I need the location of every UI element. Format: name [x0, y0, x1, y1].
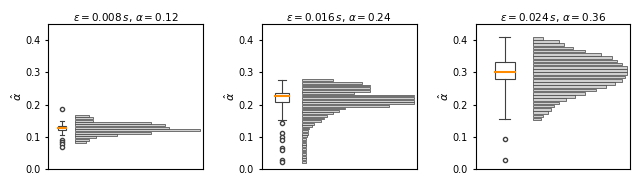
Y-axis label: $\hat{\alpha}$: $\hat{\alpha}$: [9, 92, 24, 101]
Bar: [75, 124, 165, 126]
Bar: [533, 40, 559, 43]
Title: $\varepsilon = 0.024\,s,\, \alpha = 0.36$: $\varepsilon = 0.024\,s,\, \alpha = 0.36…: [500, 11, 606, 24]
Bar: [75, 129, 200, 131]
Bar: [533, 102, 559, 104]
Bar: [302, 82, 362, 84]
Bar: [75, 127, 170, 129]
Bar: [302, 125, 312, 127]
Bar: [533, 118, 541, 120]
Bar: [302, 138, 306, 140]
Bar: [533, 98, 566, 101]
Bar: [75, 132, 151, 134]
Bar: [75, 115, 89, 117]
Bar: [302, 112, 333, 114]
Bar: [302, 118, 324, 119]
Bar: [302, 128, 310, 129]
Bar: [533, 85, 606, 88]
Bar: [533, 63, 622, 66]
Bar: [302, 153, 306, 155]
Bar: [533, 82, 614, 85]
Bar: [75, 136, 96, 138]
Bar: [302, 100, 413, 102]
Bar: [275, 93, 289, 102]
Bar: [533, 47, 573, 49]
Bar: [75, 134, 116, 136]
Bar: [533, 92, 586, 95]
Bar: [302, 141, 306, 142]
Bar: [533, 69, 627, 72]
Bar: [533, 76, 625, 78]
Bar: [58, 126, 66, 130]
Bar: [302, 95, 413, 96]
Bar: [302, 151, 306, 152]
Bar: [302, 84, 370, 86]
Bar: [533, 60, 617, 62]
Y-axis label: $\hat{\alpha}$: $\hat{\alpha}$: [223, 92, 237, 101]
Bar: [533, 56, 612, 59]
Bar: [302, 87, 370, 89]
Bar: [533, 105, 554, 108]
Bar: [533, 95, 575, 98]
Bar: [533, 53, 601, 56]
Bar: [533, 108, 550, 111]
Bar: [302, 102, 413, 104]
Bar: [302, 156, 306, 158]
Bar: [302, 108, 346, 109]
Bar: [533, 66, 627, 69]
Bar: [302, 123, 314, 124]
Bar: [533, 79, 622, 82]
Bar: [495, 62, 515, 79]
Bar: [75, 122, 151, 124]
Bar: [75, 141, 86, 143]
Bar: [75, 139, 89, 141]
Title: $\varepsilon = 0.008\,s,\, \alpha = 0.12$: $\varepsilon = 0.008\,s,\, \alpha = 0.12…: [72, 11, 179, 24]
Bar: [302, 79, 333, 81]
Bar: [533, 114, 543, 117]
Bar: [533, 89, 596, 91]
Bar: [302, 105, 388, 107]
Bar: [533, 72, 627, 75]
Bar: [302, 110, 339, 112]
Bar: [302, 92, 354, 94]
Bar: [302, 120, 321, 122]
Bar: [302, 161, 306, 163]
Bar: [302, 90, 370, 92]
Bar: [302, 115, 327, 117]
Bar: [302, 148, 306, 150]
Bar: [302, 97, 413, 99]
Y-axis label: $\hat{\alpha}$: $\hat{\alpha}$: [436, 92, 451, 101]
Bar: [75, 117, 93, 119]
Bar: [302, 143, 306, 145]
Bar: [302, 145, 306, 147]
Bar: [533, 50, 586, 52]
Bar: [533, 111, 547, 114]
Bar: [302, 158, 306, 160]
Title: $\varepsilon = 0.016\,s,\, \alpha = 0.24$: $\varepsilon = 0.016\,s,\, \alpha = 0.24…: [286, 11, 392, 24]
Bar: [533, 43, 564, 46]
Bar: [302, 130, 308, 132]
Bar: [533, 37, 543, 39]
Bar: [75, 120, 93, 122]
Bar: [302, 135, 307, 137]
Bar: [302, 133, 308, 135]
